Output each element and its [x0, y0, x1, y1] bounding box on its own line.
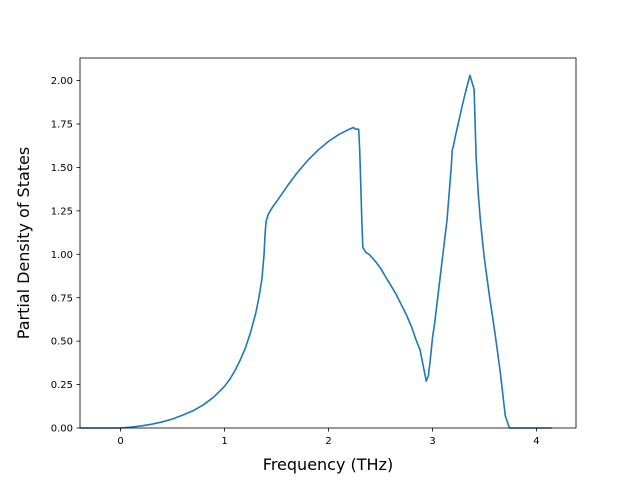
x-tick-label: 1: [221, 436, 227, 447]
y-tick-label: 1.75: [51, 120, 73, 131]
x-tick-label: 0: [117, 436, 123, 447]
pdos-series-line: [80, 74, 552, 429]
y-tick-label: 1.25: [51, 206, 73, 217]
plot-area: [80, 74, 552, 429]
y-tick-label: 0.75: [51, 293, 73, 304]
y-tick-label: 0.50: [51, 337, 73, 348]
x-tick-label: 2: [325, 436, 331, 447]
axes-frame: [79, 57, 577, 429]
y-axis: 0.00 0.25 0.50 0.75 1.00 1.25 1.50 1.75 2.00: [51, 76, 80, 435]
x-axis: 0 1 2 3 4: [117, 428, 540, 447]
y-tick-label: 0.25: [51, 380, 73, 391]
y-axis-label: Partial Density of States: [14, 147, 33, 339]
x-axis-label: Frequency (THz): [263, 455, 393, 474]
y-tick-label: 1.00: [51, 250, 73, 261]
x-tick-label: 3: [429, 436, 435, 447]
y-tick-label: 1.50: [51, 163, 73, 174]
x-tick-label: 4: [533, 436, 539, 447]
y-tick-label: 0.00: [51, 424, 73, 435]
y-tick-label: 2.00: [51, 76, 73, 87]
